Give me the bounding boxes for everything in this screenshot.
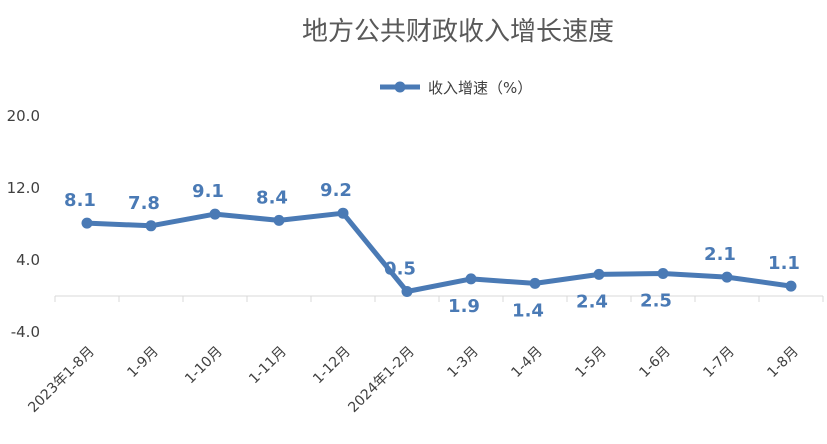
data-label: 8.1 — [64, 190, 96, 211]
x-tick-label: 1-8月 — [764, 344, 801, 381]
data-point — [401, 286, 413, 297]
data-label: 7.8 — [128, 193, 160, 214]
x-tick-label: 1-5月 — [572, 344, 609, 381]
data-point — [529, 277, 541, 289]
x-tick-label: 1-11月 — [246, 344, 290, 388]
legend-marker — [394, 81, 406, 93]
data-point — [273, 214, 285, 226]
data-point — [465, 273, 477, 285]
x-tick-label: 1-9月 — [124, 344, 161, 381]
y-tick-label: -4.0 — [11, 323, 40, 341]
series-line — [81, 207, 797, 297]
data-label: 1.9 — [448, 296, 480, 317]
data-label: 2.1 — [704, 244, 736, 265]
data-label: 2.4 — [576, 291, 608, 312]
legend: 收入增速（%） — [380, 79, 532, 97]
data-label: 9.1 — [192, 181, 224, 202]
data-point — [81, 217, 93, 229]
data-label: 9.2 — [320, 180, 352, 201]
y-tick-label: 4.0 — [16, 251, 40, 269]
x-tick-label: 2024年1-2月 — [345, 344, 417, 416]
data-point — [785, 280, 797, 292]
x-tick-label: 2023年1-8月 — [25, 344, 97, 416]
series-polyline — [84, 210, 794, 294]
x-tick-label: 1-4月 — [508, 344, 545, 381]
data-label: 0.5 — [384, 259, 416, 280]
data-point — [209, 208, 221, 220]
data-labels: 8.1 7.8 9.1 8.4 9.2 0.5 1.9 1.4 2.4 2.5 2.1 1.1 — [64, 180, 800, 321]
data-point — [721, 271, 733, 283]
legend-label: 收入增速（%） — [428, 79, 532, 97]
x-tick-label: 1-3月 — [444, 344, 481, 381]
y-tick-label: 12.0 — [7, 179, 40, 197]
x-tick-label: 1-10月 — [182, 344, 226, 388]
data-label: 2.5 — [640, 291, 672, 312]
x-tick-label: 1-12月 — [310, 344, 354, 388]
chart-title: 地方公共财政收入增长速度 — [302, 17, 614, 47]
data-label: 1.4 — [512, 300, 544, 321]
data-label: 1.1 — [768, 253, 800, 274]
data-point — [337, 207, 349, 219]
data-point — [593, 268, 605, 280]
x-tick-label: 1-7月 — [700, 344, 737, 381]
data-label: 8.4 — [256, 187, 288, 208]
data-point — [657, 268, 669, 279]
data-point — [145, 220, 157, 232]
y-tick-label: 20.0 — [7, 107, 40, 125]
x-tick-label: 1-6月 — [636, 344, 673, 381]
